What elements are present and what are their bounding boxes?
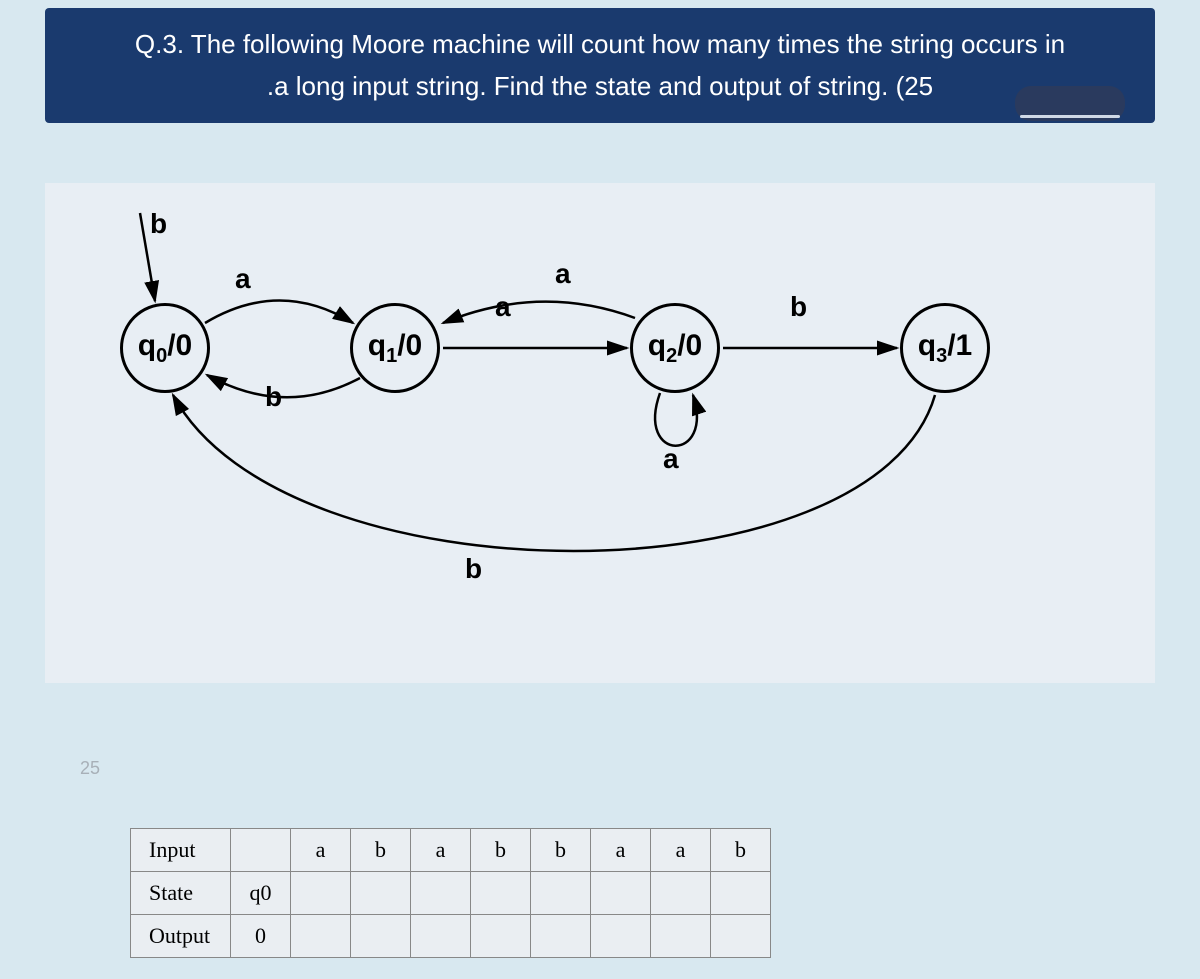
edge-label-q1-a-q2: a: [495, 291, 511, 323]
edge-label-start-b: b: [150, 208, 167, 240]
row-label-input: Input: [131, 829, 231, 872]
question-banner: Q.3. The following Moore machine will co…: [45, 8, 1155, 123]
table-row-state: State q0: [131, 872, 771, 915]
question-line1: Q.3. The following Moore machine will co…: [135, 29, 1065, 59]
redacted-marker: [1015, 86, 1125, 121]
edge-label-q2-a-loop: a: [663, 443, 679, 475]
table-row-output: Output 0: [131, 915, 771, 958]
edge-label-q0-a-q1: a: [235, 263, 251, 295]
question-line2: .a long input string. Find the state and…: [267, 71, 933, 101]
moore-machine-diagram: q0/0 q1/0 q2/0 q3/1 b a b a a a b b: [45, 183, 1155, 683]
footer-number: 25: [80, 758, 100, 779]
state-q3: q3/1: [900, 303, 990, 393]
row-label-state: State: [131, 872, 231, 915]
edge-label-q1-b-q0: b: [265, 381, 282, 413]
state-q0: q0/0: [120, 303, 210, 393]
state-q2: q2/0: [630, 303, 720, 393]
edge-label-q2-b-q3: b: [790, 291, 807, 323]
edges-svg: [45, 183, 1155, 683]
edge-label-q3-b-q0: b: [465, 553, 482, 585]
table-row-input: Input a b a b b a a b: [131, 829, 771, 872]
state-q1: q1/0: [350, 303, 440, 393]
row-label-output: Output: [131, 915, 231, 958]
trace-table: Input a b a b b a a b State q0 Output 0: [130, 828, 771, 958]
edge-label-q2-a-q1: a: [555, 258, 571, 290]
